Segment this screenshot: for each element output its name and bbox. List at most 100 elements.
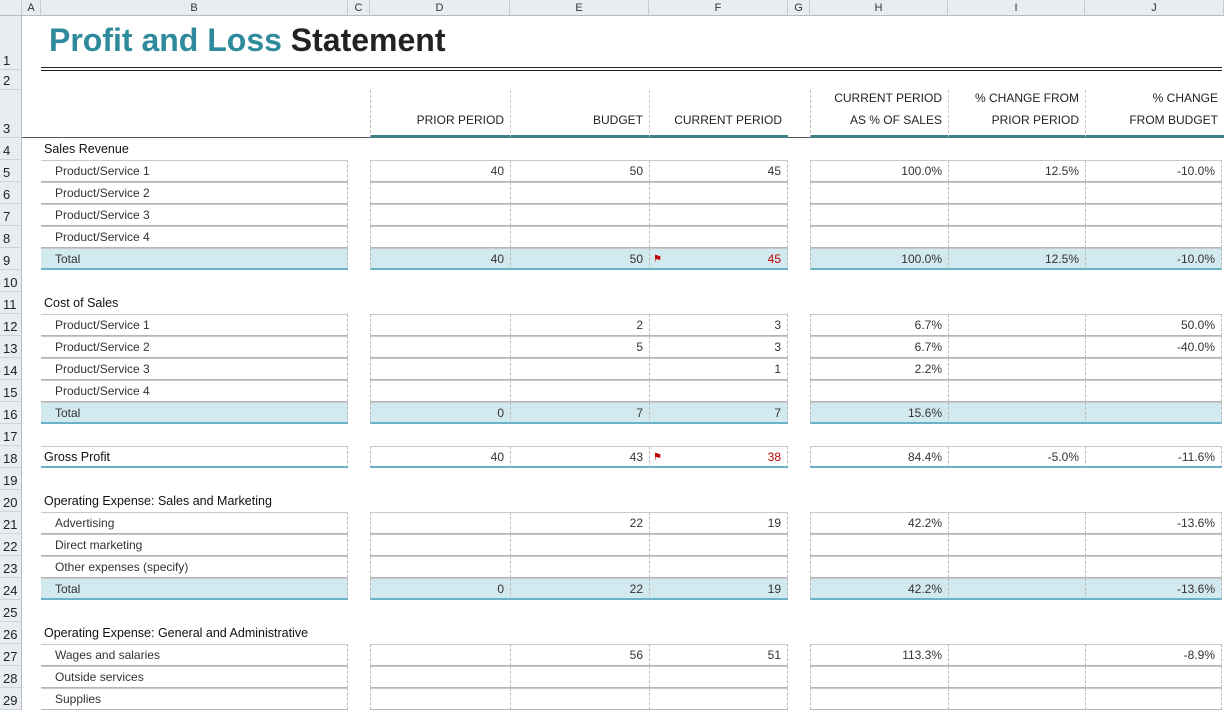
value-cell-e[interactable] bbox=[510, 204, 649, 226]
value-cell-h[interactable] bbox=[810, 534, 948, 556]
value-cell-e[interactable]: 5 bbox=[510, 336, 649, 358]
value-cell-d[interactable] bbox=[370, 512, 510, 534]
value-cell-e[interactable] bbox=[510, 666, 649, 688]
value-cell-h[interactable] bbox=[810, 666, 948, 688]
value-cell-h[interactable] bbox=[810, 182, 948, 204]
column-header-b[interactable]: B bbox=[41, 0, 348, 16]
value-cell-i[interactable] bbox=[948, 336, 1085, 358]
value-cell-f[interactable]: 3 bbox=[649, 336, 788, 358]
value-cell-j[interactable] bbox=[1085, 534, 1222, 556]
row-header-12[interactable]: 12 bbox=[0, 314, 22, 336]
value-cell-f[interactable] bbox=[649, 226, 788, 248]
value-cell-h[interactable]: 100.0% bbox=[810, 248, 948, 270]
value-cell-f[interactable] bbox=[649, 534, 788, 556]
value-cell-d[interactable] bbox=[370, 666, 510, 688]
value-cell-j[interactable]: -8.9% bbox=[1085, 644, 1222, 666]
value-cell-e[interactable] bbox=[510, 226, 649, 248]
value-cell-i[interactable] bbox=[948, 358, 1085, 380]
value-cell-j[interactable] bbox=[1085, 182, 1222, 204]
value-cell-e[interactable]: 56 bbox=[510, 644, 649, 666]
row-header-15[interactable]: 15 bbox=[0, 380, 22, 402]
row-header-26[interactable]: 26 bbox=[0, 622, 22, 644]
value-cell-h[interactable] bbox=[810, 204, 948, 226]
value-cell-d[interactable] bbox=[370, 182, 510, 204]
row-header-16[interactable]: 16 bbox=[0, 402, 22, 424]
value-cell-f[interactable] bbox=[649, 666, 788, 688]
row-header-6[interactable]: 6 bbox=[0, 182, 22, 204]
column-header-e[interactable]: E bbox=[510, 0, 649, 16]
row-header-21[interactable]: 21 bbox=[0, 512, 22, 534]
row-header-29[interactable]: 29 bbox=[0, 688, 22, 710]
value-cell-i[interactable]: 12.5% bbox=[948, 248, 1085, 270]
value-cell-i[interactable] bbox=[948, 380, 1085, 402]
value-cell-e[interactable]: 50 bbox=[510, 160, 649, 182]
column-header-h[interactable]: H bbox=[810, 0, 948, 16]
row-header-14[interactable]: 14 bbox=[0, 358, 22, 380]
value-cell-h[interactable] bbox=[810, 688, 948, 710]
value-cell-e[interactable]: 22 bbox=[510, 512, 649, 534]
column-header-i[interactable]: I bbox=[948, 0, 1085, 16]
value-cell-j[interactable] bbox=[1085, 402, 1222, 424]
value-cell-h[interactable]: 113.3% bbox=[810, 644, 948, 666]
value-cell-f[interactable]: 45 ⚑ bbox=[649, 248, 788, 270]
value-cell-h[interactable] bbox=[810, 380, 948, 402]
value-cell-j[interactable]: -11.6% bbox=[1085, 446, 1222, 468]
column-header-j[interactable]: J bbox=[1085, 0, 1224, 16]
value-cell-f[interactable]: 38 ⚑ bbox=[649, 446, 788, 468]
value-cell-f[interactable]: 3 bbox=[649, 314, 788, 336]
value-cell-j[interactable] bbox=[1085, 358, 1222, 380]
value-cell-f[interactable]: 1 bbox=[649, 358, 788, 380]
value-cell-f[interactable] bbox=[649, 204, 788, 226]
value-cell-j[interactable] bbox=[1085, 688, 1222, 710]
value-cell-i[interactable] bbox=[948, 556, 1085, 578]
column-header-c[interactable]: C bbox=[348, 0, 370, 16]
row-header-23[interactable]: 23 bbox=[0, 556, 22, 578]
row-header-5[interactable]: 5 bbox=[0, 160, 22, 182]
value-cell-j[interactable]: 50.0% bbox=[1085, 314, 1222, 336]
value-cell-i[interactable] bbox=[948, 644, 1085, 666]
value-cell-d[interactable] bbox=[370, 380, 510, 402]
value-cell-f[interactable] bbox=[649, 182, 788, 204]
row-header-8[interactable]: 8 bbox=[0, 226, 22, 248]
row-header-4[interactable]: 4 bbox=[0, 138, 22, 160]
row-header-18[interactable]: 18 bbox=[0, 446, 22, 468]
value-cell-j[interactable] bbox=[1085, 666, 1222, 688]
value-cell-d[interactable]: 40 bbox=[370, 248, 510, 270]
row-header-1[interactable]: 1 bbox=[0, 16, 22, 70]
value-cell-j[interactable]: -10.0% bbox=[1085, 248, 1222, 270]
value-cell-j[interactable] bbox=[1085, 204, 1222, 226]
value-cell-e[interactable] bbox=[510, 688, 649, 710]
value-cell-e[interactable]: 2 bbox=[510, 314, 649, 336]
value-cell-e[interactable]: 43 bbox=[510, 446, 649, 468]
row-header-7[interactable]: 7 bbox=[0, 204, 22, 226]
value-cell-e[interactable] bbox=[510, 534, 649, 556]
value-cell-e[interactable]: 22 bbox=[510, 578, 649, 600]
value-cell-i[interactable] bbox=[948, 314, 1085, 336]
value-cell-j[interactable] bbox=[1085, 556, 1222, 578]
value-cell-f[interactable] bbox=[649, 688, 788, 710]
column-header-a[interactable]: A bbox=[22, 0, 41, 16]
row-header-28[interactable]: 28 bbox=[0, 666, 22, 688]
value-cell-i[interactable]: -5.0% bbox=[948, 446, 1085, 468]
value-cell-e[interactable] bbox=[510, 182, 649, 204]
value-cell-i[interactable] bbox=[948, 534, 1085, 556]
value-cell-i[interactable] bbox=[948, 512, 1085, 534]
value-cell-d[interactable] bbox=[370, 204, 510, 226]
row-header-20[interactable]: 20 bbox=[0, 490, 22, 512]
row-header-3[interactable]: 3 bbox=[0, 90, 22, 138]
value-cell-d[interactable] bbox=[370, 534, 510, 556]
value-cell-i[interactable] bbox=[948, 226, 1085, 248]
value-cell-h[interactable]: 6.7% bbox=[810, 336, 948, 358]
value-cell-j[interactable]: -13.6% bbox=[1085, 512, 1222, 534]
column-header-d[interactable]: D bbox=[370, 0, 510, 16]
row-header-2[interactable]: 2 bbox=[0, 70, 22, 90]
value-cell-i[interactable] bbox=[948, 666, 1085, 688]
value-cell-i[interactable] bbox=[948, 578, 1085, 600]
value-cell-f[interactable]: 19 bbox=[649, 512, 788, 534]
value-cell-e[interactable] bbox=[510, 380, 649, 402]
value-cell-d[interactable] bbox=[370, 688, 510, 710]
column-header-g[interactable]: G bbox=[788, 0, 810, 16]
value-cell-d[interactable]: 40 bbox=[370, 160, 510, 182]
value-cell-f[interactable]: 19 bbox=[649, 578, 788, 600]
value-cell-d[interactable]: 0 bbox=[370, 402, 510, 424]
